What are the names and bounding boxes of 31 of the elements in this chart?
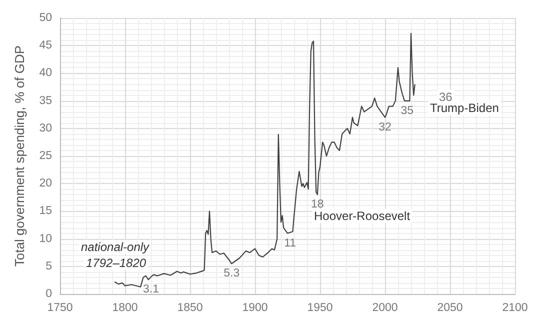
annotation: 3.1 — [143, 284, 159, 296]
x-tick-label: 1900 — [242, 302, 268, 314]
annotation: 35 — [400, 104, 414, 117]
y-tick-label: 35 — [39, 94, 52, 107]
y-tick-label: 20 — [39, 178, 52, 190]
x-tick-label: 2050 — [437, 302, 463, 314]
y-axis-title: Total government spending, % of GDP — [12, 45, 27, 267]
annotation: 5.3 — [224, 268, 240, 280]
annotation: 11 — [284, 237, 296, 250]
annotation: national-only — [81, 240, 150, 254]
annotation: 1792–1820 — [86, 256, 146, 270]
x-tick-label: 1950 — [307, 302, 333, 314]
x-tick-label: 2000 — [372, 302, 398, 314]
annotation: Hoover-Roosevelt — [314, 209, 411, 223]
y-tick-label: 5 — [46, 260, 52, 272]
x-tick-label: 2100 — [502, 302, 528, 314]
y-tick-label: 45 — [39, 40, 52, 52]
y-tick-label: 40 — [39, 67, 52, 80]
annotation: 32 — [378, 121, 392, 134]
annotation: Trump-Biden — [430, 101, 499, 115]
annotation: 18 — [311, 198, 324, 211]
y-tick-label: 30 — [39, 122, 52, 134]
x-tick-label: 1800 — [112, 302, 138, 314]
y-tick-label: 50 — [39, 12, 52, 24]
x-tick-label: 1750 — [47, 302, 73, 314]
annotation: 36 — [439, 90, 453, 104]
y-tick-label: 10 — [39, 232, 52, 245]
y-tick-label: 15 — [39, 205, 52, 218]
y-tick-label: 0 — [46, 288, 52, 300]
x-tick-label: 1850 — [177, 302, 203, 314]
y-tick-label: 25 — [39, 150, 52, 162]
